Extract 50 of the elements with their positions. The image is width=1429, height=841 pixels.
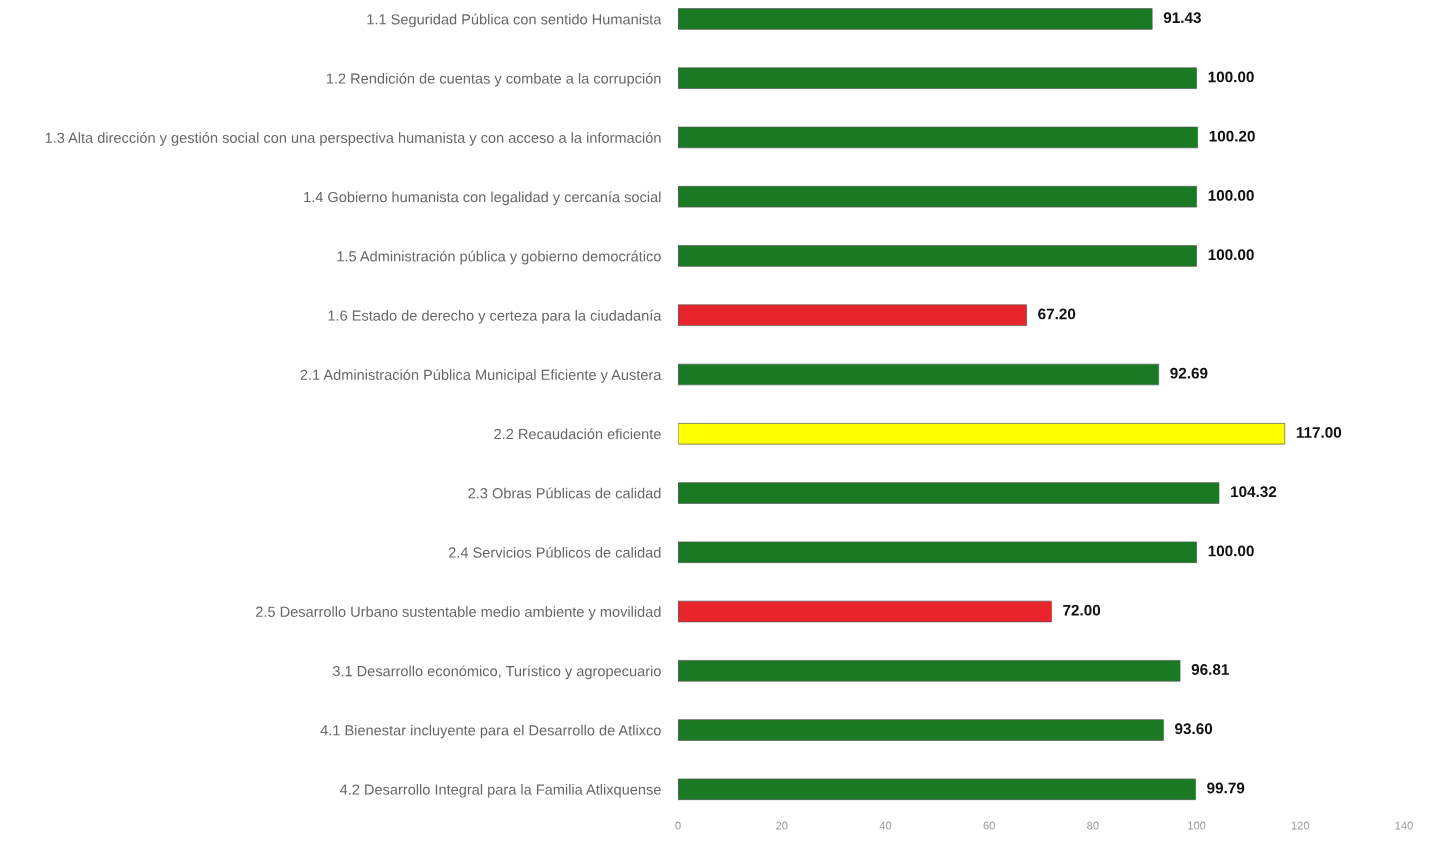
data-label: 92.69	[1170, 367, 1208, 379]
y-tick-label: 1.5 Administración pública y gobierno democrático	[337, 250, 661, 265]
bar	[678, 541, 1197, 563]
data-label: 117.00	[1296, 427, 1342, 438]
x-tick-label: 120	[1291, 821, 1310, 830]
bar	[678, 363, 1160, 386]
y-tick-label: 1.1 Seguridad Pública con sentido Humanista	[367, 13, 662, 28]
y-tick-label: 3.1 Desarrollo económico, Turístico y agropecuario	[332, 665, 661, 680]
y-tick-label: 1.3 Alta dirección y gestión social con una perspectiva humanista y con acceso a la información	[45, 132, 661, 146]
y-tick-label: 2.4 Servicios Públicos de calidad	[448, 546, 661, 558]
bar	[678, 423, 1286, 445]
data-label: 100.00	[1208, 190, 1254, 201]
bar	[678, 8, 1153, 30]
bar	[678, 660, 1181, 682]
y-tick-label: 4.2 Desarrollo Integral para la Familia Atlixquense	[339, 784, 661, 798]
data-label: 96.81	[1191, 664, 1229, 675]
y-tick-label: 2.1 Administración Pública Municipal Eficiente y Austera	[300, 369, 662, 383]
y-tick-label: 1.6 Estado de derecho y certeza para la ciudadanía	[328, 309, 662, 324]
data-label: 104.32	[1231, 486, 1277, 498]
bar	[678, 245, 1197, 267]
data-label: 100.00	[1208, 249, 1254, 261]
bar	[678, 482, 1220, 504]
data-label: 100.20	[1209, 130, 1255, 142]
y-tick-label: 2.2 Recaudación eficiente	[494, 428, 661, 440]
bar	[678, 600, 1052, 623]
bar	[678, 719, 1164, 741]
x-tick-label: 20	[776, 821, 788, 830]
y-tick-label: 1.4 Gobierno humanista con legalidad y cercanía social	[304, 191, 661, 206]
x-tick-label: 60	[983, 821, 995, 830]
data-label: 72.00	[1063, 604, 1101, 616]
data-label: 91.43	[1163, 12, 1201, 24]
data-label: 67.20	[1038, 308, 1076, 320]
x-tick-label: 40	[879, 821, 892, 830]
x-tick-label: 80	[1087, 821, 1099, 830]
x-tick-label: 100	[1188, 821, 1206, 830]
y-tick-label: 2.5 Desarrollo Urbano sustentable medio ambiente y movilidad	[256, 606, 661, 620]
bar	[678, 186, 1197, 208]
y-tick-label: 4.1 Bienestar incluyente para el Desarrollo de Atlixco	[320, 724, 661, 739]
x-tick-label: 0	[675, 821, 681, 830]
y-tick-label: 1.2 Rendición de cuentas y combate a la corrupción	[326, 72, 661, 87]
bar	[678, 304, 1027, 326]
bar	[678, 778, 1196, 801]
data-label: 99.79	[1207, 782, 1245, 794]
data-label: 100.00	[1208, 545, 1254, 557]
bar	[678, 67, 1197, 89]
data-label: 100.00	[1208, 71, 1254, 83]
x-tick-label: 140	[1395, 821, 1413, 830]
y-tick-label: 2.3 Obras Públicas de calidad	[468, 487, 661, 499]
bar	[678, 126, 1198, 149]
data-label: 93.60	[1175, 723, 1213, 735]
